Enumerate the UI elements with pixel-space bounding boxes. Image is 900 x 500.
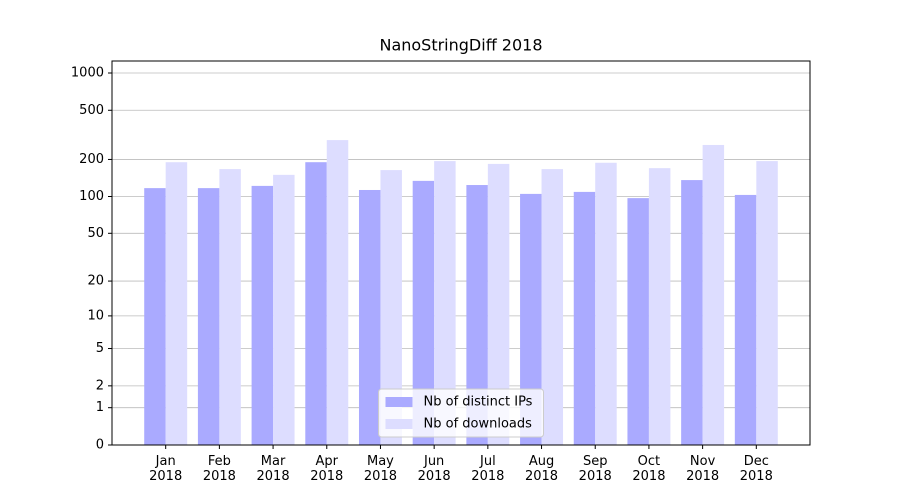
y-tick-label: 0 xyxy=(96,438,104,453)
legend-box xyxy=(378,388,544,438)
bar xyxy=(627,198,649,445)
x-tick-label: Sep 2018 xyxy=(578,454,612,484)
bar xyxy=(165,162,188,445)
bar xyxy=(595,162,617,446)
plot-frame xyxy=(111,60,811,446)
y-tick-label: 100 xyxy=(79,189,104,204)
x-tick-label: Jun 2018 xyxy=(417,454,451,484)
bar xyxy=(412,180,435,445)
bar xyxy=(358,189,381,445)
bar xyxy=(520,193,542,445)
chart-title: NanoStringDiff 2018 xyxy=(379,36,542,55)
legend: Nb of distinct IPs Nb of downloads xyxy=(378,388,544,438)
legend-swatch xyxy=(385,397,413,407)
x-tick-label: Jul 2018 xyxy=(471,454,505,484)
y-tick-label: 5 xyxy=(96,341,104,356)
bar xyxy=(251,185,274,445)
bar xyxy=(541,169,564,446)
bar xyxy=(380,170,402,445)
x-tick-label: May 2018 xyxy=(363,454,397,484)
bar xyxy=(681,180,703,445)
y-tick-label: 10 xyxy=(87,308,104,323)
y-tick-label: 500 xyxy=(79,103,104,118)
x-tick-label: Feb 2018 xyxy=(202,454,236,484)
bar xyxy=(219,169,241,446)
bar xyxy=(487,163,510,445)
y-tick-label: 20 xyxy=(87,274,104,289)
bar xyxy=(144,188,166,445)
x-tick-label: Aug 2018 xyxy=(524,454,559,484)
bar xyxy=(434,161,456,445)
y-tick-label: 1 xyxy=(96,400,104,415)
bar xyxy=(197,188,220,445)
y-tick-label: 50 xyxy=(87,226,104,241)
legend-swatch xyxy=(385,419,413,429)
x-tick-label: Oct 2018 xyxy=(632,454,666,484)
legend-label: Nb of distinct IPs xyxy=(424,395,533,410)
bar xyxy=(756,161,778,445)
x-tick-label: Apr 2018 xyxy=(310,454,344,484)
bar xyxy=(702,144,725,445)
x-tick-label: Dec 2018 xyxy=(739,454,773,484)
bar xyxy=(648,168,671,445)
legend-label: Nb of downloads xyxy=(424,417,533,432)
bar xyxy=(466,185,488,445)
y-tick-label: 2 xyxy=(96,378,104,393)
bar xyxy=(734,194,757,445)
y-tick-label: 1000 xyxy=(71,66,104,81)
bar xyxy=(326,140,349,446)
bar xyxy=(305,162,327,445)
bar xyxy=(273,174,295,445)
x-tick-label: Jan 2018 xyxy=(149,454,183,484)
y-tick-label: 200 xyxy=(79,152,104,167)
x-tick-label: Nov 2018 xyxy=(686,454,720,484)
bar xyxy=(573,191,596,445)
x-tick-label: Mar 2018 xyxy=(256,454,290,484)
